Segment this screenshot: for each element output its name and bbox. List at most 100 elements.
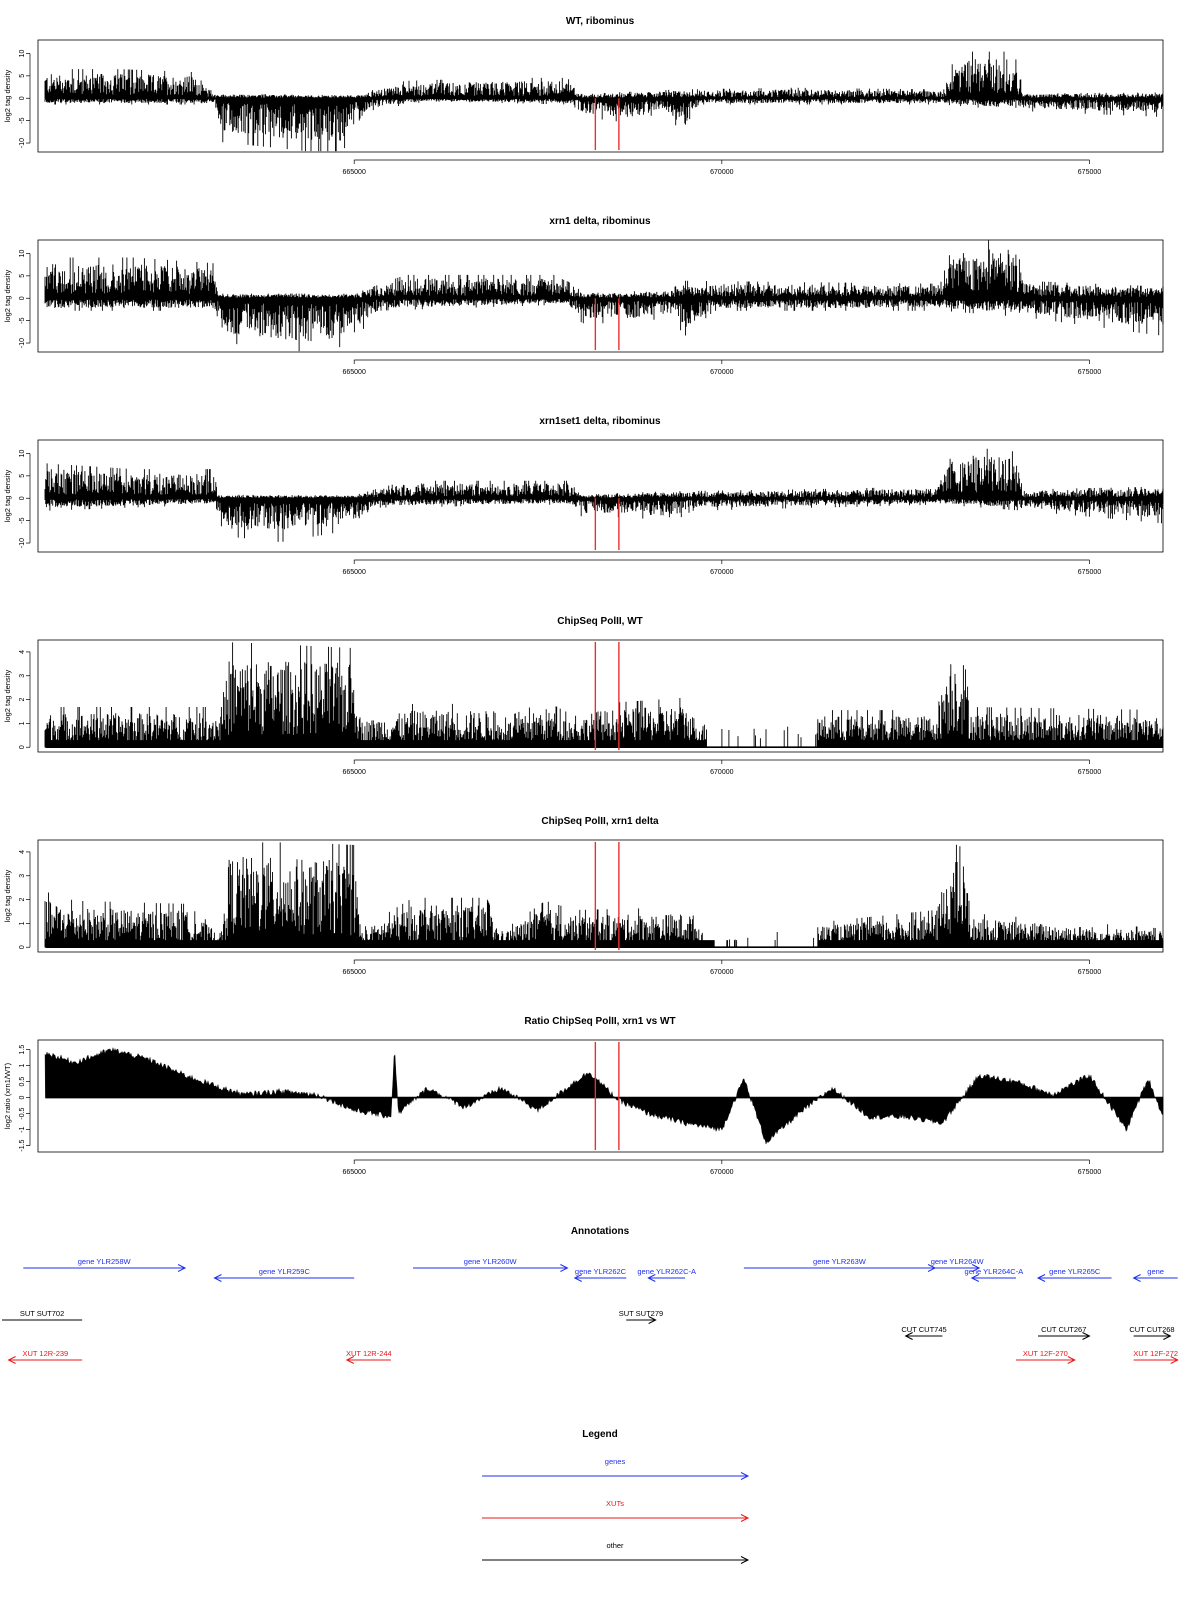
annotation-gene (1036, 1274, 1112, 1282)
annotation-label: CUT CUT267 (1041, 1325, 1086, 1334)
annotation-label: gene YLR258W (78, 1257, 132, 1266)
annotation-gene (213, 1274, 355, 1282)
plot-frame (37, 1039, 1164, 1153)
arrow-head (560, 1264, 569, 1272)
x-tick-label: 670000 (710, 569, 733, 576)
arrow-head (970, 1274, 980, 1282)
y-axis-label: log2 tag density (3, 69, 12, 122)
x-tick-label: 675000 (1078, 569, 1101, 576)
y-tick-label: 0 (19, 745, 26, 749)
y-tick-label: -1.5 (19, 1139, 26, 1151)
arrow-head (1170, 1356, 1179, 1364)
y-tick-label: -0.5 (19, 1107, 26, 1119)
arrow-head (1163, 1332, 1172, 1340)
arrow-head (740, 1556, 750, 1564)
annotation-gene (1132, 1274, 1178, 1282)
arrow-head (1132, 1274, 1141, 1282)
y-tick-label: -10 (19, 538, 26, 548)
arrow-head (904, 1332, 913, 1340)
legend-swatch-xut (482, 1514, 750, 1522)
annotation-label: XUT 12R-244 (346, 1349, 392, 1358)
annotation-label: CUT CUT745 (901, 1325, 946, 1334)
y-tick-label: 4 (19, 850, 26, 854)
y-tick-label: 3 (19, 674, 26, 678)
y-axis-label: log2 tag density (3, 269, 12, 322)
arrow-head (213, 1274, 222, 1282)
annotation-label: gene YLR265C (1049, 1267, 1101, 1276)
annotation-label: XUT 12F-270 (1023, 1349, 1068, 1358)
annotation-label: gene YLR259C (259, 1267, 311, 1276)
x-tick-label: 675000 (1078, 169, 1101, 176)
legend-swatch-other (482, 1556, 750, 1564)
annotation-gene (935, 1264, 981, 1272)
track-panel: WT, ribominus -10 -5 0 5 10 log2 tag density 66… (3, 16, 1164, 176)
y-tick-label: 0 (19, 945, 26, 949)
legend-label: XUTs (606, 1499, 624, 1508)
arrow-head (1036, 1274, 1046, 1282)
x-tick-label: 665000 (342, 769, 365, 776)
x-tick-label: 665000 (342, 1169, 365, 1176)
x-tick-label: 670000 (710, 969, 733, 976)
y-axis-label: log2 tag density (3, 469, 12, 522)
annotation-label: gene YLR264W (931, 1257, 985, 1266)
y-tick-label: 4 (19, 650, 26, 654)
signal-bars-negative (44, 98, 1164, 152)
legend-label: genes (605, 1457, 626, 1466)
arrow-head (648, 1316, 657, 1324)
annotation-label: gene YLR260W (464, 1257, 518, 1266)
y-axis-label: log2 ratio (xrn1/WT) (3, 1062, 12, 1129)
y-tick-label: 1 (19, 921, 26, 925)
signal-bars-negative (44, 298, 1164, 352)
legend-label: other (606, 1541, 624, 1550)
arrow-head (740, 1514, 750, 1522)
x-tick-label: 675000 (1078, 769, 1101, 776)
y-tick-label: -5 (19, 517, 26, 523)
y-tick-label: -10 (19, 138, 26, 148)
annotation-gene (23, 1264, 187, 1272)
y-tick-label: 2 (19, 898, 26, 902)
annotation-label: SUT SUT702 (20, 1309, 64, 1318)
panel-title: xrn1 delta, ribominus (549, 216, 651, 227)
x-tick-label: 670000 (710, 169, 733, 176)
annotations-title: Annotations (571, 1226, 630, 1237)
panel-title: ChipSeq PolII, WT (557, 616, 643, 627)
x-tick-label: 675000 (1078, 1169, 1101, 1176)
panel-title: xrn1set1 delta, ribominus (539, 416, 661, 427)
x-tick-label: 665000 (342, 169, 365, 176)
y-axis-label: log2 tag density (3, 869, 12, 922)
annotation-label: gene (1147, 1267, 1164, 1276)
plot-frame (37, 639, 1164, 753)
signal-bars-positive (44, 642, 1164, 748)
arrow-head (7, 1356, 16, 1364)
annotation-gene (970, 1274, 1016, 1282)
panel-title: ChipSeq PolII, xrn1 delta (541, 816, 659, 827)
y-tick-label: 10 (19, 449, 26, 457)
y-tick-label: -5 (19, 117, 26, 123)
y-tick-label: 2 (19, 698, 26, 702)
legend-swatch-gene (482, 1472, 750, 1480)
signal-bars-negative (44, 498, 1164, 542)
annotation-gene (647, 1274, 686, 1282)
signal-bars-positive (44, 240, 1164, 299)
annotation-label: gene YLR263W (813, 1257, 867, 1266)
panel-title: Ratio ChipSeq PolII, xrn1 vs WT (524, 1016, 675, 1027)
annotation-label: CUT CUT268 (1129, 1325, 1174, 1334)
annotation-other (1038, 1332, 1091, 1340)
annotation-other (1133, 1332, 1172, 1340)
x-tick-label: 670000 (710, 369, 733, 376)
annotation-track: Annotations gene YLR258W gene YLR259C gene… (2, 1226, 1179, 1364)
arrow-head (345, 1356, 355, 1364)
y-tick-label: -10 (19, 338, 26, 348)
x-tick-label: 665000 (342, 969, 365, 976)
y-tick-label: 5 (19, 474, 26, 478)
signal-bars-positive (44, 842, 1164, 948)
y-tick-label: 10 (19, 249, 26, 257)
annotation-label: gene YLR264C-A (965, 1267, 1024, 1276)
annotation-xut (1015, 1356, 1076, 1364)
track-panel: ChipSeq PolII, WT 0 1 2 3 4 log2 tag density 66… (3, 616, 1164, 776)
signal-bars-positive (44, 448, 1164, 499)
annotation-other (904, 1332, 943, 1340)
